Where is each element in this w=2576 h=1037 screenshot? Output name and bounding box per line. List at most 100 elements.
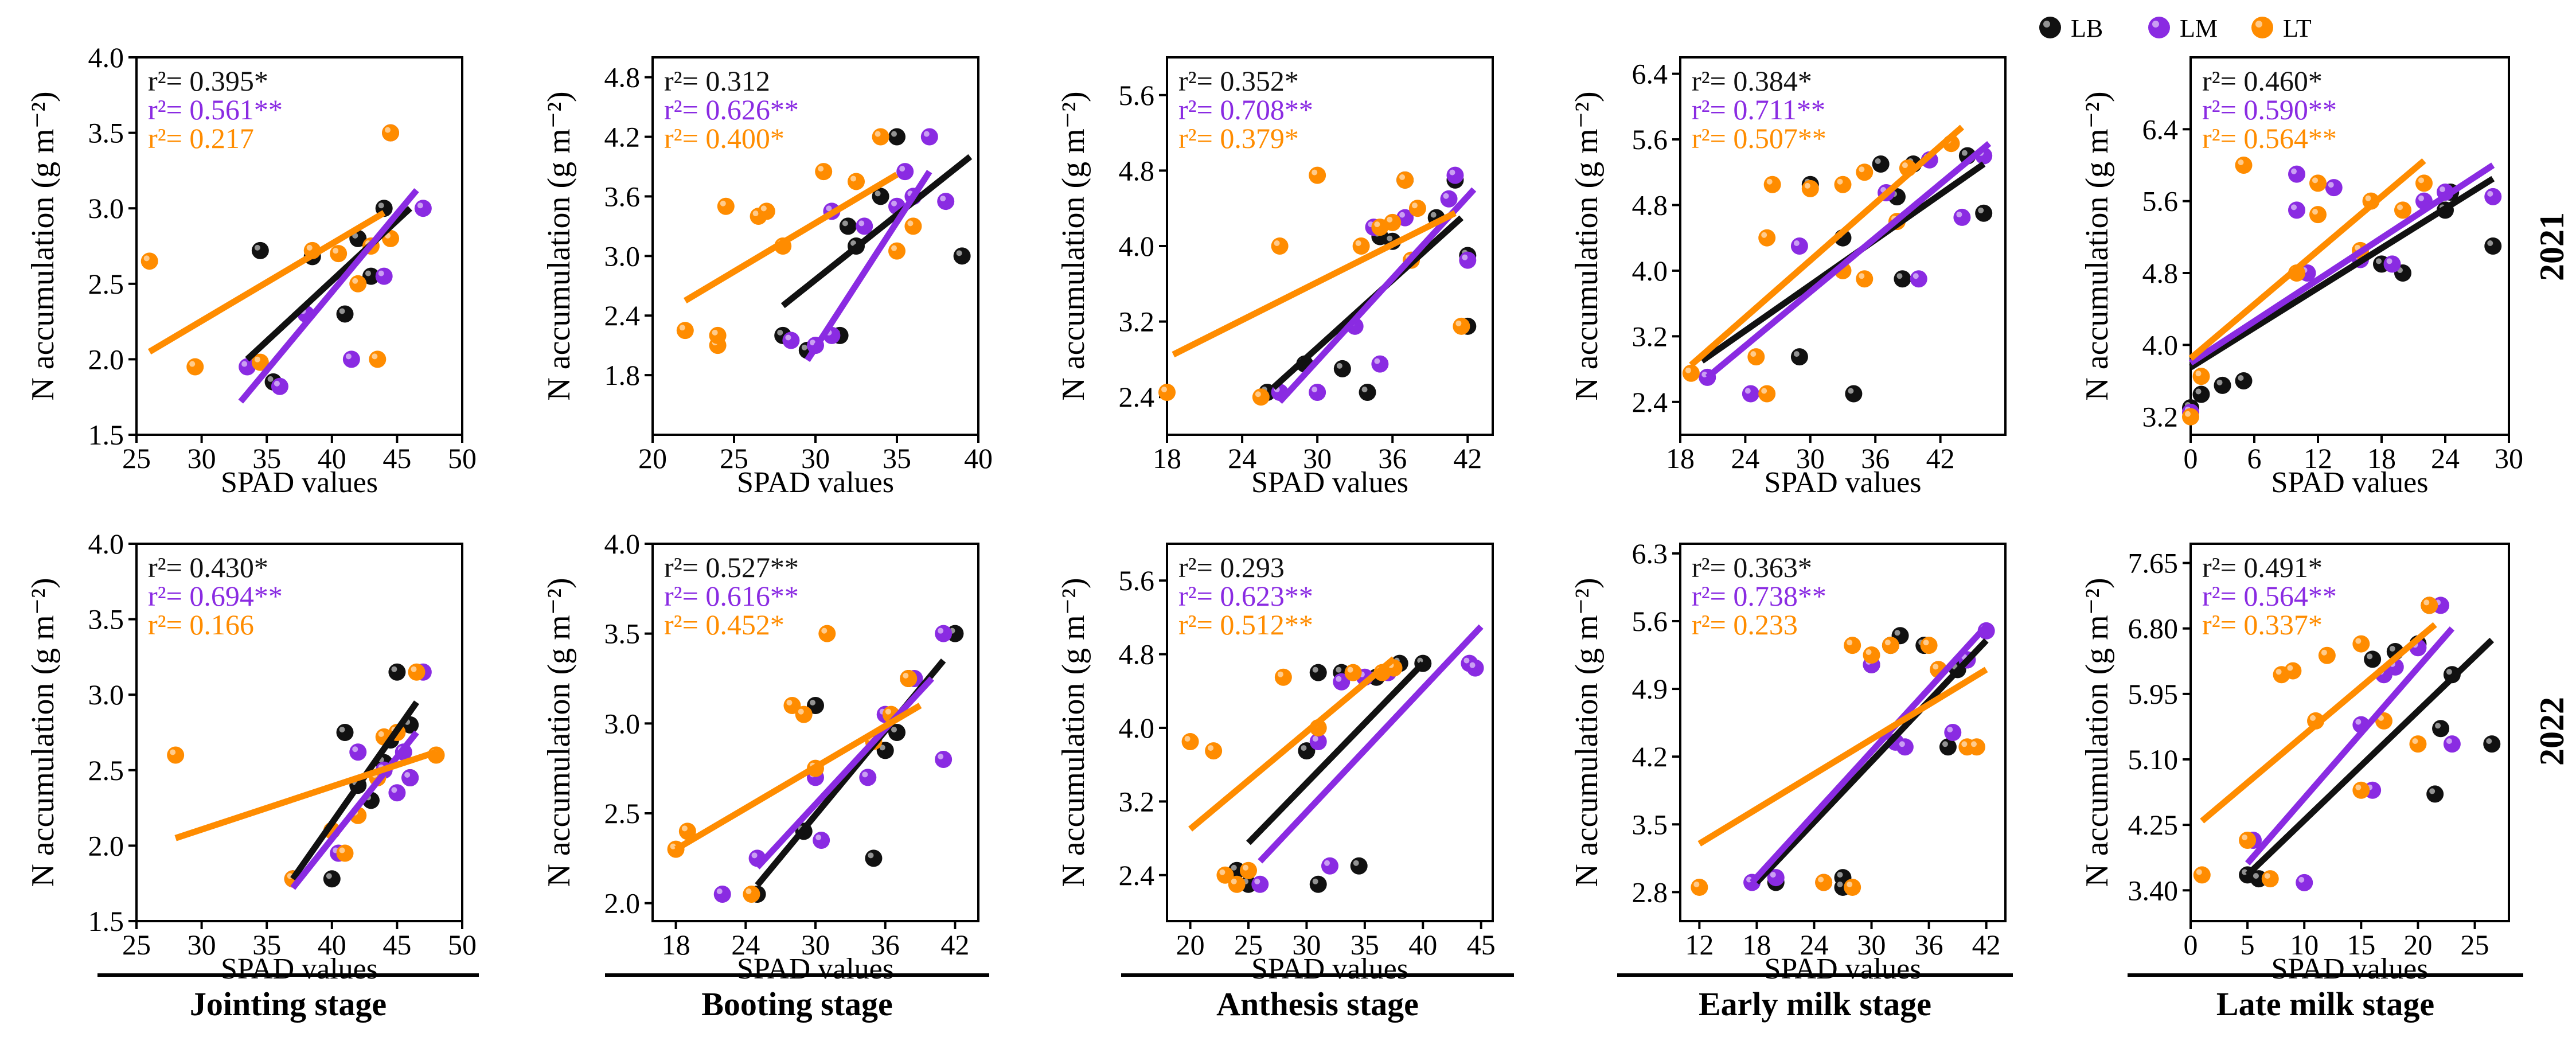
data-point-highlight bbox=[306, 244, 313, 251]
x-tick-label: 35 bbox=[1351, 929, 1379, 961]
data-point-highlight bbox=[2440, 186, 2445, 192]
x-tick-label: 36 bbox=[1861, 442, 1890, 474]
data-point-highlight bbox=[2418, 195, 2424, 201]
y-tick-label: 5.6 bbox=[1119, 564, 1155, 597]
data-point-highlight bbox=[1923, 640, 1929, 646]
r2-label-lt: r²= 0.512** bbox=[1178, 609, 1313, 641]
fit-line-lm bbox=[238, 188, 419, 404]
data-point-highlight bbox=[1254, 878, 1260, 884]
data-point-lt bbox=[1252, 388, 1270, 406]
data-point-highlight bbox=[760, 205, 767, 212]
legend-marker-highlight bbox=[2043, 21, 2050, 28]
x-tick-label: 6 bbox=[2247, 442, 2262, 474]
legend-marker-highlight bbox=[2255, 21, 2262, 28]
r2-label-lb: r²= 0.460* bbox=[2202, 65, 2323, 97]
data-point-highlight bbox=[1693, 881, 1700, 887]
x-axis-label: SPAD values bbox=[221, 953, 378, 985]
data-point-lb bbox=[1309, 875, 1327, 893]
stage-label: Jointing stage bbox=[190, 985, 387, 1023]
data-point-highlight bbox=[940, 196, 946, 202]
data-point-highlight bbox=[1818, 876, 1824, 883]
data-point-highlight bbox=[842, 220, 848, 227]
x-tick-label: 24 bbox=[2431, 442, 2460, 474]
data-point-highlight bbox=[2310, 715, 2316, 721]
data-point-highlight bbox=[170, 749, 176, 755]
data-point-highlight bbox=[1347, 666, 1353, 673]
y-tick-label: 3.40 bbox=[2128, 874, 2179, 906]
x-tick-label: 20 bbox=[638, 442, 667, 474]
panel-2022-late-milk-stage: 0 5 10 15 20 25 3.40 4.25 5.10 5.95 6.80 7.65 SPAD v… bbox=[2079, 543, 2510, 985]
y-tick-label: 2.0 bbox=[88, 829, 124, 861]
data-point-highlight bbox=[2423, 599, 2430, 606]
x-tick-label: 35 bbox=[252, 929, 281, 961]
data-point-lm bbox=[813, 832, 830, 849]
fit-line-lt bbox=[1172, 210, 1457, 358]
x-tick-label: 30 bbox=[1292, 929, 1321, 961]
data-point-lm bbox=[2484, 188, 2502, 205]
x-axis-label: SPAD values bbox=[2271, 466, 2428, 499]
y-tick-label: 3.5 bbox=[1632, 808, 1668, 840]
x-tick-label: 12 bbox=[2304, 442, 2332, 474]
data-point-highlight bbox=[818, 166, 824, 172]
data-point-lb bbox=[1975, 204, 1993, 222]
data-point-lt bbox=[743, 886, 760, 903]
fit-line-lm bbox=[755, 676, 934, 870]
data-point-lb bbox=[1359, 383, 1376, 401]
data-point-highlight bbox=[345, 353, 352, 360]
data-point-highlight bbox=[339, 308, 345, 314]
data-point-highlight bbox=[352, 746, 358, 753]
data-point-highlight bbox=[1374, 358, 1380, 364]
stage-label: Anthesis stage bbox=[1216, 985, 1419, 1023]
data-point-highlight bbox=[1685, 367, 1691, 373]
x-tick-label: 30 bbox=[2495, 442, 2523, 474]
x-axis-label: SPAD values bbox=[1764, 953, 1921, 985]
fit-line-lt bbox=[174, 748, 438, 841]
data-point-lt bbox=[1882, 637, 1899, 654]
data-point-lm bbox=[1466, 659, 1484, 677]
data-point-highlight bbox=[670, 843, 676, 849]
x-tick-label: 18 bbox=[1666, 442, 1695, 474]
data-point-highlight bbox=[385, 127, 391, 133]
x-tick-label: 25 bbox=[122, 442, 151, 474]
panel-2022-jointing-stage: 25 30 35 40 45 50 1.5 2.0 2.5 3.0 3.5 4.0 SPAD value… bbox=[25, 528, 477, 985]
data-point-highlight bbox=[2291, 168, 2297, 174]
data-point-lt bbox=[1763, 176, 1781, 193]
fit-line-lm bbox=[290, 730, 419, 890]
r2-label-lt: r²= 0.166 bbox=[148, 609, 254, 641]
plot-frame bbox=[2189, 543, 2510, 922]
data-point-highlight bbox=[923, 131, 930, 137]
data-point-highlight bbox=[267, 376, 274, 382]
data-point-highlight bbox=[821, 627, 828, 634]
r2-label-lt: r²= 0.379* bbox=[1178, 122, 1299, 154]
data-point-highlight bbox=[1793, 351, 1800, 357]
data-point-highlight bbox=[1899, 741, 1905, 747]
data-point-lt bbox=[1834, 176, 1852, 193]
x-tick-label: 35 bbox=[252, 442, 281, 474]
data-point-highlight bbox=[1430, 212, 1437, 218]
x-tick-label: 18 bbox=[2367, 442, 2396, 474]
data-point-highlight bbox=[801, 344, 807, 350]
legend-marker-lb bbox=[2039, 17, 2061, 38]
data-point-highlight bbox=[891, 131, 897, 137]
y-axis-label: N accumulation (g m⁻²) bbox=[541, 91, 577, 400]
data-point-highlight bbox=[2216, 379, 2223, 385]
y-tick-label: 3.5 bbox=[88, 603, 124, 636]
data-point-highlight bbox=[862, 771, 868, 778]
y-tick-label: 1.5 bbox=[88, 905, 124, 937]
data-point-highlight bbox=[2397, 204, 2403, 210]
data-point-highlight bbox=[1336, 676, 1342, 682]
data-point-highlight bbox=[938, 754, 944, 759]
data-point-highlight bbox=[2312, 209, 2318, 215]
y-axis-label: N accumulation (g m⁻²) bbox=[541, 578, 577, 887]
data-point-highlight bbox=[810, 340, 815, 346]
data-point-lt bbox=[1240, 861, 1257, 879]
data-point-highlight bbox=[1361, 386, 1368, 392]
data-point-lt bbox=[167, 746, 185, 764]
data-point-highlight bbox=[815, 835, 822, 840]
data-point-lb bbox=[953, 247, 971, 265]
data-point-lt bbox=[1747, 348, 1765, 366]
panel-2022-booting-stage: 18 24 30 36 42 2.0 2.5 3.0 3.5 4.0 SPAD values N ac… bbox=[541, 528, 979, 985]
data-point-highlight bbox=[1417, 657, 1423, 664]
data-point-highlight bbox=[1399, 174, 1406, 180]
panel-2021-booting-stage: 20 25 30 35 40 1.8 2.4 3.0 3.6 4.2 4.8 SPAD values N… bbox=[541, 56, 993, 499]
